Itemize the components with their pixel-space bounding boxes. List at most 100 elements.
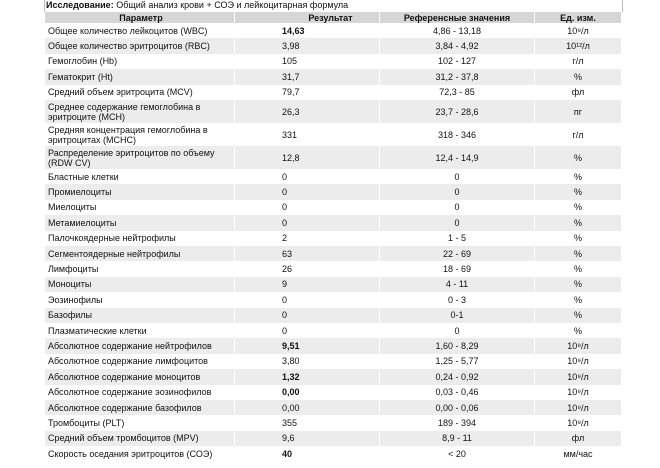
table-header: Параметр Результат Референсные значения Ед.… <box>45 12 621 23</box>
reference-cell: 23,7 - 28,6 <box>380 100 535 123</box>
result-cell: 0 <box>235 184 380 200</box>
table-row: Среднее содержание гемоглобина в эритроц… <box>45 100 621 123</box>
frame <box>44 0 623 12</box>
result-cell: 40 <box>235 446 380 462</box>
table-row: Плазматические клетки 0 0% <box>45 323 621 339</box>
result-cell: 0 <box>235 323 380 339</box>
unit-cell: % <box>573 217 582 228</box>
header-cell: Референсные значения <box>380 12 535 23</box>
unit-cell: 10⁹/л <box>567 402 589 413</box>
result-cell: 9 <box>235 276 380 293</box>
parameter-cell: Абсолютное содержание эозинофилов <box>45 384 235 400</box>
header-cell: Ед. изм. <box>560 12 596 23</box>
reference-cell: 0 <box>380 215 535 231</box>
unit-cell: 10⁹/л <box>567 371 589 382</box>
unit-cell: г/л <box>572 129 584 140</box>
parameter-cell: Плазматические клетки <box>45 323 235 339</box>
parameter-cell: Распределение эритроцитов по объему (RDW… <box>45 146 235 169</box>
reference-cell: 12,4 - 14,9 <box>380 146 535 169</box>
reference-cell: 22 - 69 <box>380 246 535 262</box>
parameter-cell: Общее количество эритроцитов (RBC) <box>45 38 235 54</box>
parameter-cell: Бластные клетки <box>45 169 235 185</box>
reference-cell: 0 <box>380 169 535 185</box>
unit-cell: % <box>573 248 582 259</box>
unit-cell: 10⁹/л <box>567 341 589 352</box>
unit-cell: 10⁹/л <box>567 418 589 429</box>
table-row: Общее количество эритроцитов (RBC) 3,98 3,… <box>45 38 621 54</box>
table-row: Бластные клетки 0 0% <box>45 169 621 185</box>
reference-cell: 0 <box>380 323 535 339</box>
result-cell: 3,98 <box>235 38 380 54</box>
reference-cell: < 20 <box>380 446 535 462</box>
reference-cell: 4,86 - 13,18 <box>380 23 535 39</box>
table-row: Средний объем тромбоцитов (MPV) 9,6 8,9 - … <box>45 430 621 447</box>
unit-cell: мм/час <box>563 448 593 459</box>
unit-cell: % <box>573 171 582 182</box>
result-cell: 355 <box>235 415 380 431</box>
parameter-cell: Лимфоциты <box>45 261 235 277</box>
result-cell: 12,8 <box>235 146 380 169</box>
unit-cell: фл <box>571 87 585 98</box>
study-line: Исследование: Общий анализ крови + СОЭ и… <box>46 0 348 10</box>
parameter-cell: Абсолютное содержание базофилов <box>45 400 235 416</box>
reference-cell: 1,60 - 8,29 <box>380 338 535 354</box>
table-row: Скорость оседания эритроцитов (СОЭ) 40 < 2… <box>45 446 621 462</box>
reference-cell: 0 - 3 <box>380 292 535 308</box>
parameter-cell: Скорость оседания эритроцитов (СОЭ) <box>45 446 235 462</box>
parameter-cell: Среднее содержание гемоглобина в эритроц… <box>45 100 235 123</box>
result-cell: 26,3 <box>235 100 380 123</box>
parameter-cell: Сегментоядерные нейтрофилы <box>45 246 235 262</box>
table-row: Абсолютное содержание эозинофилов 0,00 0,0… <box>45 384 621 400</box>
result-cell: 63 <box>235 246 380 262</box>
parameter-cell: Средняя концентрация гемоглобина в эритр… <box>45 123 235 146</box>
table-row: Тромбоциты (PLT) 355 189 - 394 10⁹/л <box>45 415 621 431</box>
table-row: Миелоциты 0 0% <box>45 199 621 216</box>
table-row: Палочкоядерные нейтрофилы 2 1 - 5% <box>45 230 621 246</box>
result-cell: 14,63 <box>235 23 380 39</box>
parameter-cell: Абсолютное содержание нейтрофилов <box>45 338 235 354</box>
parameter-cell: Общее количество лейкоцитов (WBC) <box>45 23 235 39</box>
parameter-cell: Абсолютное содержание моноцитов <box>45 369 235 385</box>
result-cell: 0 <box>235 199 380 216</box>
table-row: Эозинофилы 0 0 - 3% <box>45 292 621 308</box>
table-row: Общее количество лейкоцитов (WBC) 14,63 4,… <box>45 23 621 39</box>
parameter-cell: Метамиелоциты <box>45 215 235 231</box>
result-cell: 0 <box>235 292 380 308</box>
study-label: Исследование: <box>46 0 114 10</box>
reference-cell: 3,84 - 4,92 <box>380 38 535 54</box>
table-row: Гематокрит (Ht) 31,7 31,2 - 37,8% <box>45 69 621 85</box>
result-cell: 0,00 <box>235 384 380 400</box>
parameter-cell: Миелоциты <box>45 199 235 216</box>
reference-cell: 102 - 127 <box>380 53 535 70</box>
result-cell: 1,32 <box>235 369 380 385</box>
result-cell: 105 <box>235 53 380 70</box>
parameter-cell: Абсолютное содержание лимфоцитов <box>45 353 235 370</box>
unit-cell: % <box>573 187 582 198</box>
result-cell: 0,00 <box>235 400 380 416</box>
unit-cell: % <box>573 325 582 336</box>
table-row: Абсолютное содержание моноцитов 1,32 0,24 … <box>45 369 621 385</box>
result-cell: 2 <box>235 230 380 246</box>
table-row: Промиелоциты 0 0% <box>45 184 621 200</box>
table-row: Сегментоядерные нейтрофилы 63 22 - 69% <box>45 246 621 262</box>
reference-cell: 0 <box>380 199 535 216</box>
reference-cell: 0 <box>380 184 535 200</box>
unit-cell: пг <box>573 106 583 117</box>
unit-cell: 10⁹/л <box>567 387 589 398</box>
result-cell: 0 <box>235 215 380 231</box>
parameter-cell: Гемоглобин (Hb) <box>45 53 235 70</box>
parameter-cell: Средний объем эритроцита (MCV) <box>45 84 235 100</box>
result-cell: 0 <box>235 307 380 323</box>
result-cell: 0 <box>235 169 380 185</box>
result-cell: 331 <box>235 123 380 146</box>
reference-cell: 8,9 - 11 <box>380 430 535 447</box>
unit-cell: 10¹²/л <box>566 41 590 52</box>
unit-cell: 10⁹/л <box>567 25 589 36</box>
unit-cell: % <box>573 233 582 244</box>
unit-cell: % <box>573 294 582 305</box>
reference-cell: 189 - 394 <box>380 415 535 431</box>
table-row: Абсолютное содержание нейтрофилов 9,51 1,6… <box>45 338 621 354</box>
unit-cell: % <box>573 264 582 275</box>
table-row: Базофилы 0 0-1% <box>45 307 621 323</box>
